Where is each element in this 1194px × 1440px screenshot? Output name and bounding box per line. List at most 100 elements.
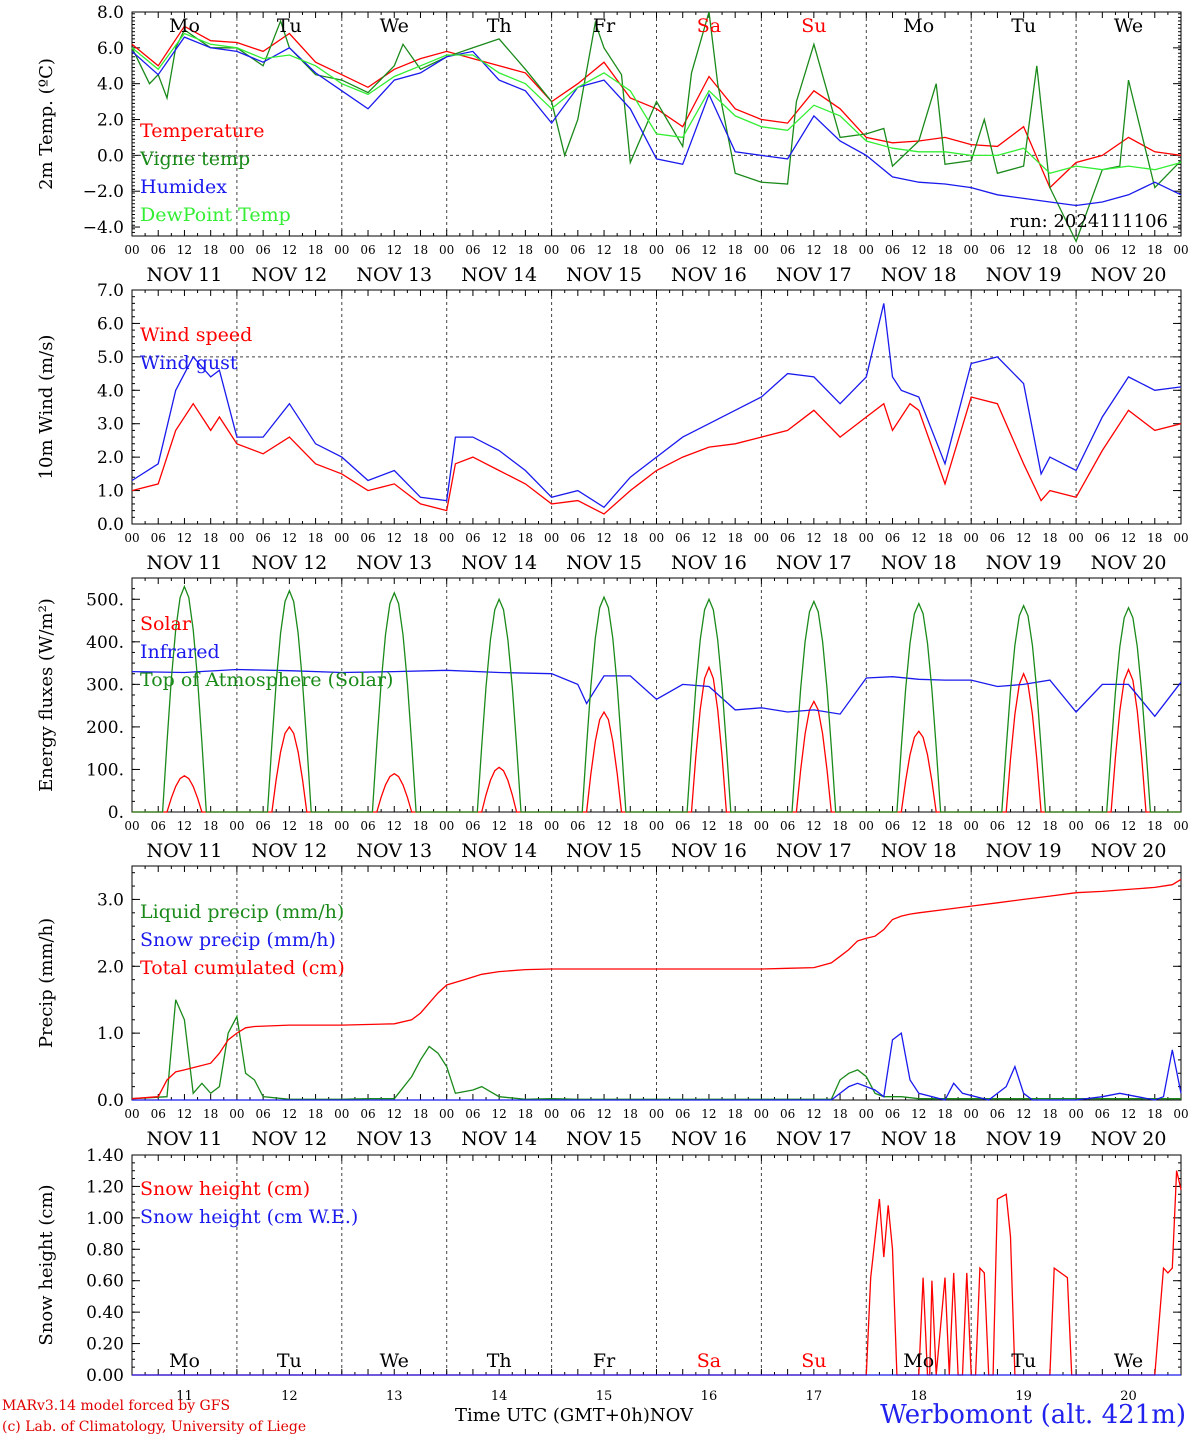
x-date-label: NOV 12 xyxy=(251,840,327,862)
x-hour-label: 18 xyxy=(203,1107,218,1121)
x-axis-title: Time UTC (GMT+0h)NOV xyxy=(455,1405,693,1426)
x-date-label: NOV 18 xyxy=(881,552,957,574)
y-tick-label: 1.40 xyxy=(86,1146,124,1166)
weekday-label: Fr xyxy=(593,1350,616,1372)
x-hour-label: 12 xyxy=(282,531,297,545)
y-tick-label: 0.0 xyxy=(97,515,124,535)
x-hour-label: 06 xyxy=(780,531,795,545)
x-hour-label: 00 xyxy=(439,1107,454,1121)
series-line xyxy=(131,999,1181,1100)
day-number-label: 15 xyxy=(596,1389,613,1404)
weekday-label: Mo xyxy=(169,1350,200,1372)
x-date-label: NOV 19 xyxy=(986,840,1062,862)
y-tick-label: 5.0 xyxy=(97,348,124,368)
x-hour-label: 06 xyxy=(465,243,480,257)
legend-entry: Infrared xyxy=(140,641,220,663)
y-tick-label: 7.0 xyxy=(97,281,124,301)
x-hour-label: 18 xyxy=(937,531,952,545)
x-hour-label: 06 xyxy=(255,1107,270,1121)
x-hour-label: 18 xyxy=(623,531,638,545)
x-hour-label: 12 xyxy=(387,531,402,545)
y-tick-label: 2.0 xyxy=(97,448,124,468)
x-date-label: NOV 19 xyxy=(986,552,1062,574)
weekday-label: Mo xyxy=(903,15,934,37)
x-date-label: NOV 18 xyxy=(881,1128,957,1150)
x-hour-label: 12 xyxy=(1016,243,1031,257)
x-hour-label: 00 xyxy=(1173,531,1188,545)
x-date-label: NOV 15 xyxy=(566,552,642,574)
x-hour-label: 00 xyxy=(334,819,349,833)
x-date-label: NOV 14 xyxy=(461,264,537,286)
x-date-label: NOV 15 xyxy=(566,1128,642,1150)
x-hour-label: 18 xyxy=(1147,531,1162,545)
weekday-label: Mo xyxy=(903,1350,934,1372)
y-tick-label: 300. xyxy=(86,675,124,695)
x-date-label: NOV 17 xyxy=(776,840,852,862)
x-hour-label: 00 xyxy=(439,531,454,545)
x-hour-label: 00 xyxy=(859,531,874,545)
y-axis-label: Precip (mm/h) xyxy=(36,918,57,1048)
x-hour-label: 18 xyxy=(937,1107,952,1121)
x-hour-label: 06 xyxy=(360,1107,375,1121)
x-hour-label: 06 xyxy=(570,1107,585,1121)
legend-entry: Vigne temp xyxy=(139,148,250,170)
x-hour-label: 12 xyxy=(1016,1107,1031,1121)
x-hour-label: 12 xyxy=(177,819,192,833)
x-hour-label: 18 xyxy=(832,819,847,833)
day-number-label: 13 xyxy=(386,1389,403,1404)
panel-5: 1.40 1.20 1.00 0.80 0.60 0.40 0.20 0.00 Snow hei… xyxy=(36,1146,1182,1404)
x-hour-label: 12 xyxy=(1121,531,1136,545)
x-hour-label: 18 xyxy=(203,819,218,833)
series-line xyxy=(131,878,1182,1100)
x-hour-label: 00 xyxy=(649,243,664,257)
y-tick-label: 100. xyxy=(86,760,124,780)
y-tick-label: 0.40 xyxy=(86,1303,124,1323)
x-hour-label: 12 xyxy=(701,243,716,257)
x-hour-label: 00 xyxy=(859,819,874,833)
x-hour-label: 00 xyxy=(964,819,979,833)
x-hour-label: 18 xyxy=(1042,243,1057,257)
x-hour-label: 18 xyxy=(413,531,428,545)
x-hour-label: 00 xyxy=(754,1107,769,1121)
x-hour-label: 18 xyxy=(518,243,533,257)
x-hour-label: 18 xyxy=(203,531,218,545)
x-hour-label: 00 xyxy=(754,243,769,257)
legend-entry: Total cumulated (cm) xyxy=(140,957,345,979)
x-hour-label: 18 xyxy=(308,819,323,833)
y-tick-label: 1.00 xyxy=(86,1209,124,1229)
x-hour-label: 06 xyxy=(360,819,375,833)
y-tick-label: 0. xyxy=(108,803,124,823)
x-hour-label: 12 xyxy=(701,531,716,545)
x-hour-label: 18 xyxy=(832,243,847,257)
x-hour-label: 06 xyxy=(990,243,1005,257)
x-date-label: NOV 20 xyxy=(1091,264,1167,286)
weekday-label: Sa xyxy=(697,1350,721,1372)
x-hour-label: 06 xyxy=(780,819,795,833)
x-hour-label: 00 xyxy=(964,243,979,257)
y-tick-label: 500. xyxy=(86,590,124,610)
x-hour-label: 18 xyxy=(832,531,847,545)
x-hour-label: 06 xyxy=(675,243,690,257)
x-hour-label: 06 xyxy=(1095,819,1110,833)
y-tick-label: 0.00 xyxy=(86,1366,124,1386)
x-date-label: NOV 18 xyxy=(881,264,957,286)
x-hour-label: 00 xyxy=(334,243,349,257)
day-number-label: 12 xyxy=(281,1389,298,1404)
x-hour-label: 12 xyxy=(911,531,926,545)
x-hour-label: 00 xyxy=(754,531,769,545)
y-tick-label: −2.0 xyxy=(83,182,124,202)
weekday-label: Th xyxy=(487,15,512,37)
legend-entry: Snow height (cm) xyxy=(140,1178,310,1200)
x-date-label: NOV 19 xyxy=(986,1128,1062,1150)
x-hour-label: 00 xyxy=(964,531,979,545)
x-hour-label: 06 xyxy=(151,819,166,833)
x-hour-label: 06 xyxy=(151,531,166,545)
x-hour-label: 00 xyxy=(439,819,454,833)
weekday-label: Mo xyxy=(169,15,200,37)
x-hour-label: 12 xyxy=(911,1107,926,1121)
panel-1: 8.0 6.0 4.0 2.0 0.0 −4.0 −2.0 2m Temp. (ºC) Temp… xyxy=(36,3,1189,286)
weekday-label: Sa xyxy=(697,15,721,37)
x-date-label: NOV 12 xyxy=(251,552,327,574)
x-hour-label: 18 xyxy=(308,1107,323,1121)
